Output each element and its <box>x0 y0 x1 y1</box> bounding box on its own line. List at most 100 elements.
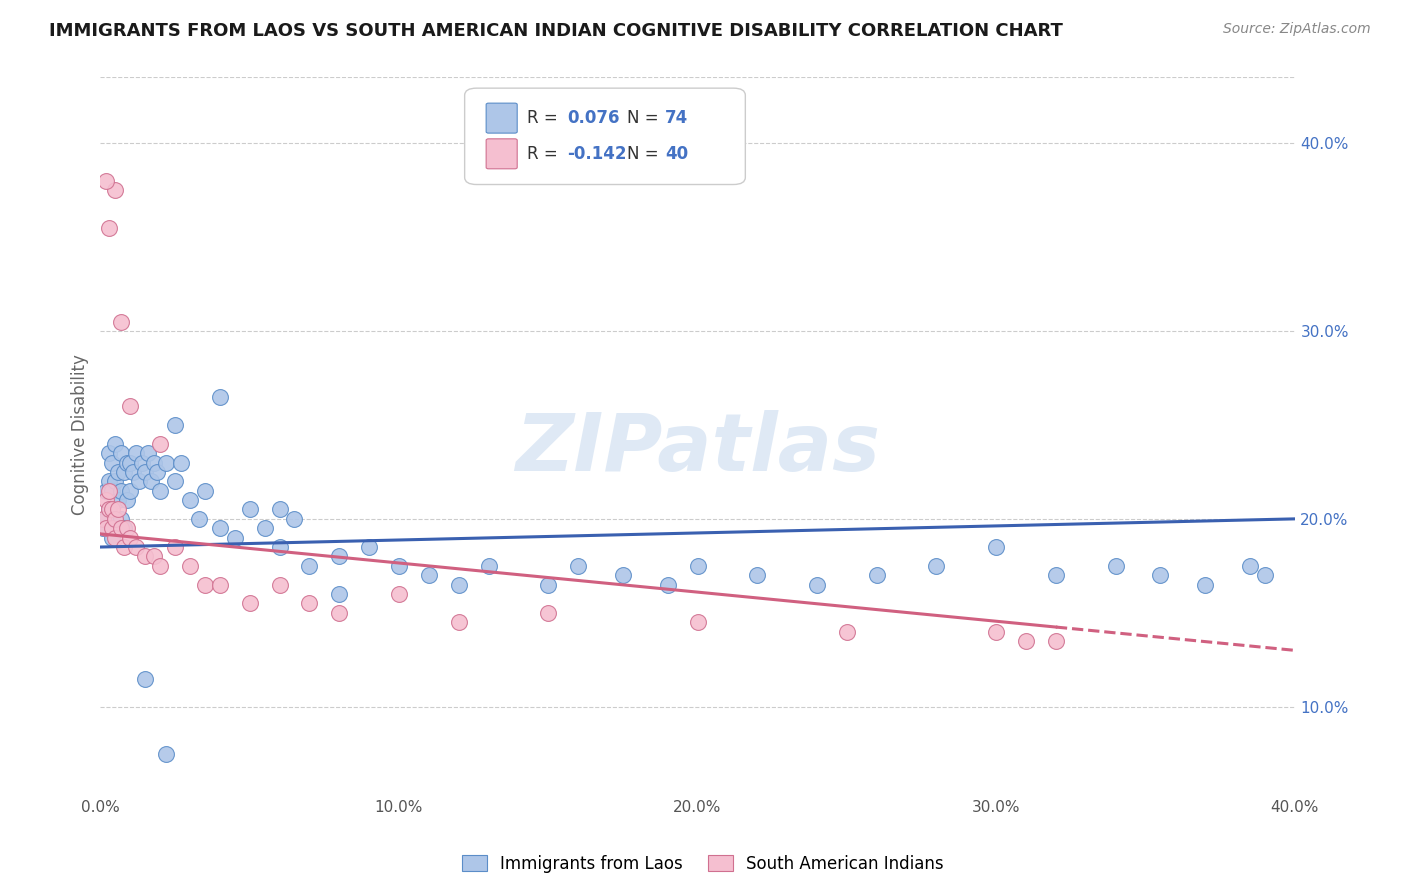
Point <box>149 436 172 450</box>
Point <box>447 615 470 630</box>
Point <box>120 399 142 413</box>
Point <box>835 624 858 639</box>
Point <box>283 512 305 526</box>
Point <box>146 465 169 479</box>
Point <box>155 456 177 470</box>
Point <box>194 577 217 591</box>
Point <box>115 493 138 508</box>
Point <box>163 475 186 489</box>
Point <box>104 512 127 526</box>
Point <box>328 606 350 620</box>
Point <box>120 456 142 470</box>
Point <box>120 483 142 498</box>
Point <box>806 577 828 591</box>
Point <box>98 446 121 460</box>
Point <box>149 558 172 573</box>
Text: N =: N = <box>627 109 664 128</box>
Text: 0.076: 0.076 <box>568 109 620 128</box>
Point <box>101 456 124 470</box>
Point <box>1045 568 1067 582</box>
Point <box>107 465 129 479</box>
Point <box>239 502 262 516</box>
Point <box>120 531 142 545</box>
Point <box>134 672 156 686</box>
Point <box>125 540 148 554</box>
Point <box>170 456 193 470</box>
Point <box>98 220 121 235</box>
Point <box>1104 558 1126 573</box>
Point <box>134 549 156 564</box>
Point <box>269 577 291 591</box>
Point <box>110 315 132 329</box>
Point <box>187 512 209 526</box>
Y-axis label: Cognitive Disability: Cognitive Disability <box>72 354 89 515</box>
Point <box>208 577 231 591</box>
Point <box>101 483 124 498</box>
Point <box>110 446 132 460</box>
Text: R =: R = <box>527 145 562 163</box>
Point <box>98 475 121 489</box>
Point <box>104 475 127 489</box>
Point <box>98 483 121 498</box>
Point <box>567 558 589 573</box>
FancyBboxPatch shape <box>486 103 517 133</box>
Point <box>1015 634 1038 648</box>
Point <box>112 540 135 554</box>
FancyBboxPatch shape <box>464 88 745 185</box>
Point <box>686 558 709 573</box>
Point <box>179 493 201 508</box>
Point <box>1045 634 1067 648</box>
Text: IMMIGRANTS FROM LAOS VS SOUTH AMERICAN INDIAN COGNITIVE DISABILITY CORRELATION C: IMMIGRANTS FROM LAOS VS SOUTH AMERICAN I… <box>49 22 1063 40</box>
Point <box>253 521 276 535</box>
Point <box>101 531 124 545</box>
Point <box>925 558 948 573</box>
Point <box>96 521 118 535</box>
Point <box>359 540 381 554</box>
Point <box>96 512 118 526</box>
Point <box>96 483 118 498</box>
Point <box>447 577 470 591</box>
Text: Source: ZipAtlas.com: Source: ZipAtlas.com <box>1223 22 1371 37</box>
Point <box>143 456 166 470</box>
Point <box>179 558 201 573</box>
Point <box>1149 568 1171 582</box>
Point <box>107 502 129 516</box>
Point <box>136 446 159 460</box>
Point <box>163 417 186 432</box>
Point <box>194 483 217 498</box>
Point <box>866 568 889 582</box>
Point <box>110 521 132 535</box>
Point <box>104 512 127 526</box>
Text: ZIPatlas: ZIPatlas <box>515 409 880 488</box>
Point <box>125 446 148 460</box>
Point <box>986 540 1008 554</box>
Point <box>101 521 124 535</box>
Point <box>115 521 138 535</box>
Text: -0.142: -0.142 <box>568 145 627 163</box>
Point <box>208 390 231 404</box>
Point <box>128 475 150 489</box>
Point <box>537 577 560 591</box>
Point <box>388 558 411 573</box>
Point <box>328 549 350 564</box>
Point <box>298 596 321 610</box>
Point <box>107 493 129 508</box>
Point <box>134 465 156 479</box>
Point <box>163 540 186 554</box>
Point <box>110 512 132 526</box>
Point <box>131 456 153 470</box>
Point <box>418 568 440 582</box>
Point <box>224 531 246 545</box>
Text: 74: 74 <box>665 109 689 128</box>
Point <box>155 747 177 761</box>
Point <box>269 502 291 516</box>
FancyBboxPatch shape <box>486 139 517 169</box>
Point <box>104 531 127 545</box>
Point <box>112 465 135 479</box>
Point <box>298 558 321 573</box>
Point <box>98 502 121 516</box>
Text: 40: 40 <box>665 145 689 163</box>
Point <box>91 512 114 526</box>
Point <box>122 465 145 479</box>
Point <box>1194 577 1216 591</box>
